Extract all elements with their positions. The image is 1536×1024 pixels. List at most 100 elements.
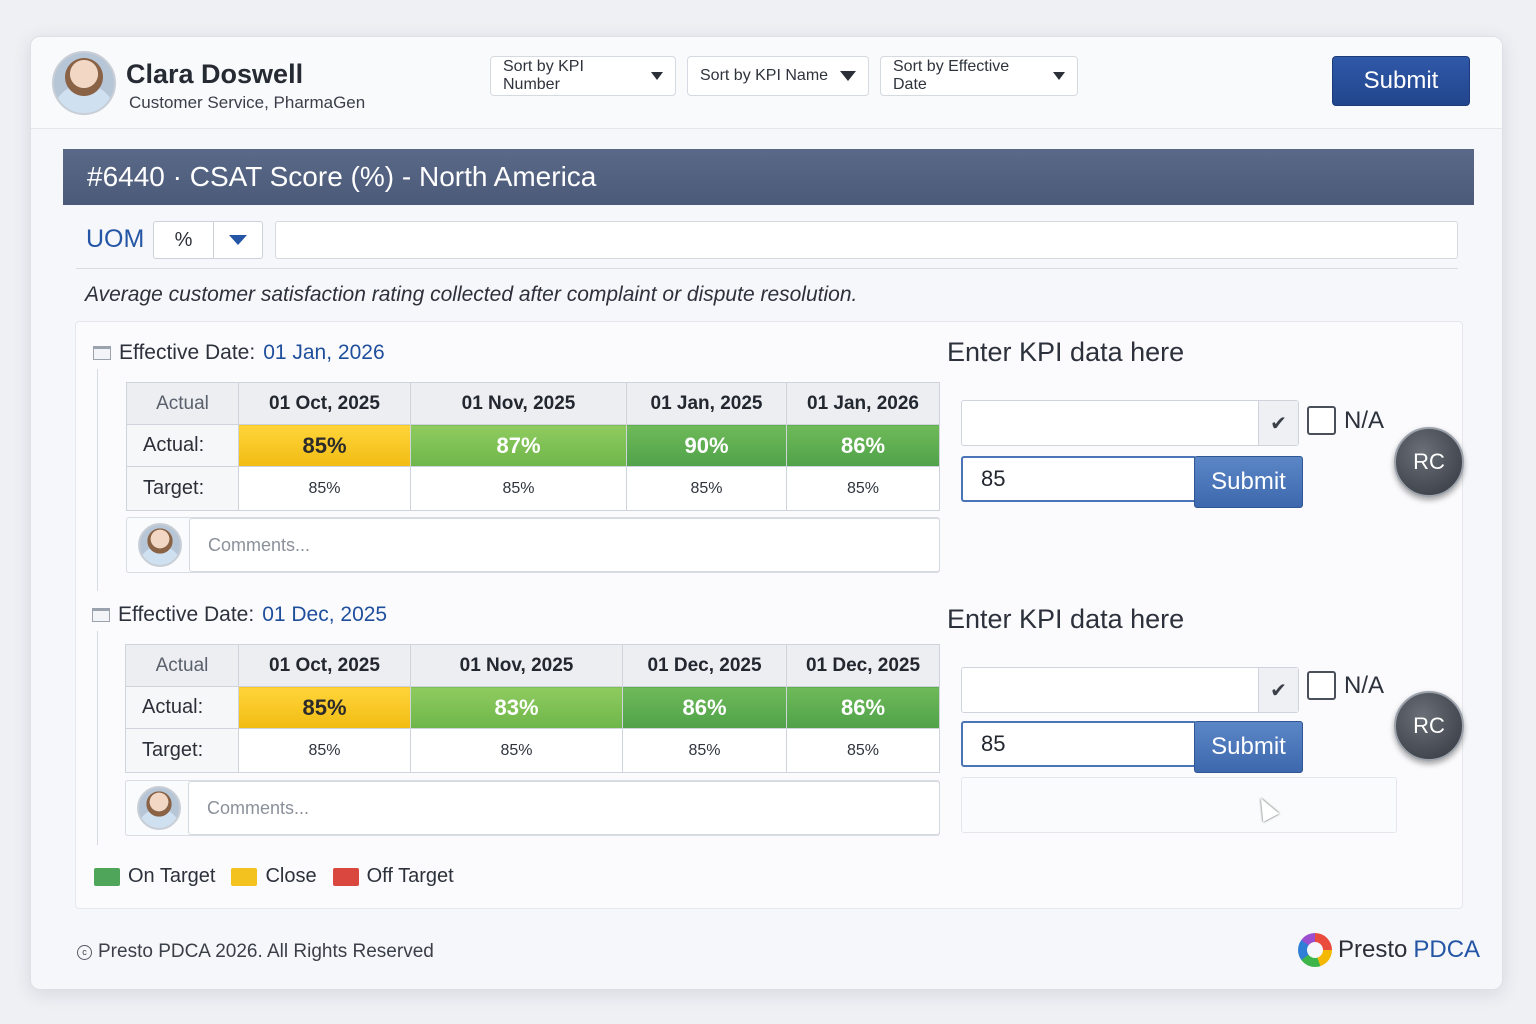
kpi-number-input[interactable]: 85 — [961, 721, 1197, 767]
enter-kpi-title-2: Enter KPI data here — [947, 604, 1185, 634]
actual-cell[interactable]: 86% — [786, 686, 940, 729]
presto-logo-icon — [1298, 933, 1332, 967]
target-cell: 85% — [238, 728, 411, 773]
target-label: Target: — [126, 466, 239, 511]
actual-cell[interactable]: 85% — [238, 424, 411, 467]
table-header-row: Actual 01 Oct, 2025 01 Nov, 2025 01 Jan,… — [126, 382, 940, 425]
row-submit-button[interactable]: Submit — [1194, 456, 1303, 508]
legend-swatch — [231, 867, 258, 886]
effective-date-value[interactable]: 01 Jan, 2026 — [263, 341, 385, 364]
target-cell: 85% — [622, 728, 787, 773]
enter-kpi-title-1: Enter KPI data here — [947, 337, 1185, 367]
effective-date-1: Effective Date: 01 Jan, 2026 — [93, 341, 385, 365]
sort-by-kpi-name-label: Sort by KPI Name — [700, 67, 829, 84]
uom-dropdown-toggle[interactable] — [214, 222, 262, 258]
app-window: Clara Doswell Customer Service, PharmaGe… — [30, 36, 1503, 990]
legend-label: Close — [265, 865, 317, 887]
uom-value: % — [154, 222, 214, 258]
effective-date-label: Effective Date: — [118, 603, 255, 626]
brand-name-1: Presto — [1338, 936, 1408, 963]
legend-swatch — [94, 867, 120, 886]
column-date: 01 Dec, 2025 — [786, 644, 940, 687]
commenter-avatar — [137, 786, 181, 830]
uom-text-field[interactable] — [275, 221, 1458, 259]
kpi-number-input[interactable]: 85 — [961, 456, 1197, 502]
header-label: Actual — [126, 382, 239, 425]
check-icon[interactable]: ✔ — [1258, 401, 1298, 445]
divider — [76, 268, 1458, 269]
target-cell: 85% — [410, 728, 623, 773]
target-cell: 85% — [626, 466, 787, 511]
user-name: Clara Doswell — [126, 59, 304, 89]
na-checkbox[interactable] — [1307, 671, 1336, 700]
comments-input[interactable]: Comments... — [189, 518, 940, 572]
actual-cell[interactable]: 86% — [786, 424, 940, 467]
uom-label: UOM — [86, 225, 145, 253]
header-label: Actual — [125, 644, 239, 687]
kpi-history-table-1: Actual 01 Oct, 2025 01 Nov, 2025 01 Jan,… — [126, 382, 940, 511]
brand-logo: Presto PDCA — [1298, 933, 1480, 967]
calendar-icon — [93, 346, 111, 360]
kpi-value-field[interactable]: ✔ — [961, 667, 1299, 713]
commenter-avatar — [138, 523, 182, 567]
target-cell: 85% — [238, 466, 411, 511]
column-date: 01 Oct, 2025 — [238, 644, 411, 687]
actual-label: Actual: — [125, 686, 239, 729]
na-label: N/A — [1344, 672, 1385, 699]
actual-cell[interactable]: 87% — [410, 424, 627, 467]
effective-date-value[interactable]: 01 Dec, 2025 — [262, 603, 388, 626]
row-submit-button[interactable]: Submit — [1194, 721, 1303, 773]
rc-button[interactable]: RC — [1394, 427, 1464, 497]
chevron-down-icon — [229, 235, 247, 245]
column-date: 01 Jan, 2026 — [786, 382, 940, 425]
column-date: 01 Oct, 2025 — [238, 382, 411, 425]
legend-label: On Target — [128, 865, 216, 887]
column-date: 01 Dec, 2025 — [622, 644, 787, 687]
footer: c Presto PDCA 2026. All Rights Reserved — [77, 941, 434, 963]
entry-panel-background — [961, 777, 1397, 833]
effective-date-2: Effective Date: 01 Dec, 2025 — [92, 603, 387, 627]
legend-item-close: Close — [231, 865, 317, 888]
actual-row: Actual: 85% 83% 86% 86% — [125, 686, 940, 729]
sort-by-kpi-number-button[interactable]: Sort by KPI Number — [490, 56, 676, 96]
sort-by-kpi-number-label: Sort by KPI Number — [503, 58, 584, 93]
legend-item-on-target: On Target — [94, 865, 215, 888]
copyright-icon: c — [77, 944, 92, 960]
sort-by-kpi-name-button[interactable]: Sort by KPI Name — [687, 56, 869, 96]
kpi-description: Average customer satisfaction rating col… — [85, 283, 858, 306]
effective-date-label: Effective Date: — [119, 341, 256, 364]
legend-item-off-target: Off Target — [332, 865, 454, 888]
chevron-down-icon — [840, 71, 856, 81]
comment-row-1: Comments... — [126, 517, 940, 573]
user-avatar[interactable] — [52, 51, 116, 115]
tree-line — [97, 631, 98, 845]
check-icon[interactable]: ✔ — [1258, 668, 1298, 712]
header: Clara Doswell Customer Service, PharmaGe… — [31, 37, 1502, 129]
rc-button[interactable]: RC — [1394, 691, 1464, 761]
target-label: Target: — [125, 728, 239, 773]
comments-input[interactable]: Comments... — [188, 781, 940, 835]
kpi-value-field[interactable]: ✔ — [961, 400, 1299, 446]
actual-cell[interactable]: 86% — [622, 686, 787, 729]
na-checkbox[interactable] — [1307, 406, 1336, 435]
legend: On Target Close Off Target — [94, 865, 470, 888]
actual-cell[interactable]: 90% — [626, 424, 787, 467]
sort-by-effective-date-button[interactable]: Sort by Effective Date — [880, 56, 1078, 96]
submit-button[interactable]: Submit — [1332, 56, 1470, 106]
actual-row: Actual: 85% 87% 90% 86% — [126, 424, 940, 467]
chevron-down-icon — [651, 72, 663, 80]
actual-cell[interactable]: 85% — [238, 686, 411, 729]
column-date: 01 Nov, 2025 — [410, 382, 627, 425]
calendar-icon — [92, 608, 110, 622]
target-row: Target: 85% 85% 85% 85% — [126, 466, 940, 511]
legend-label: Off Target — [366, 865, 454, 887]
actual-cell[interactable]: 83% — [410, 686, 623, 729]
tree-line — [97, 369, 98, 591]
chevron-down-icon — [1053, 72, 1065, 80]
sort-by-effective-date-label: Sort by Effective Date — [893, 58, 1010, 93]
brand-name-2: PDCA — [1413, 936, 1481, 963]
table-header-row: Actual 01 Oct, 2025 01 Nov, 2025 01 Dec,… — [125, 644, 940, 687]
target-row: Target: 85% 85% 85% 85% — [125, 728, 940, 773]
comment-row-2: Comments... — [125, 780, 940, 836]
uom-select[interactable]: % — [153, 221, 263, 259]
